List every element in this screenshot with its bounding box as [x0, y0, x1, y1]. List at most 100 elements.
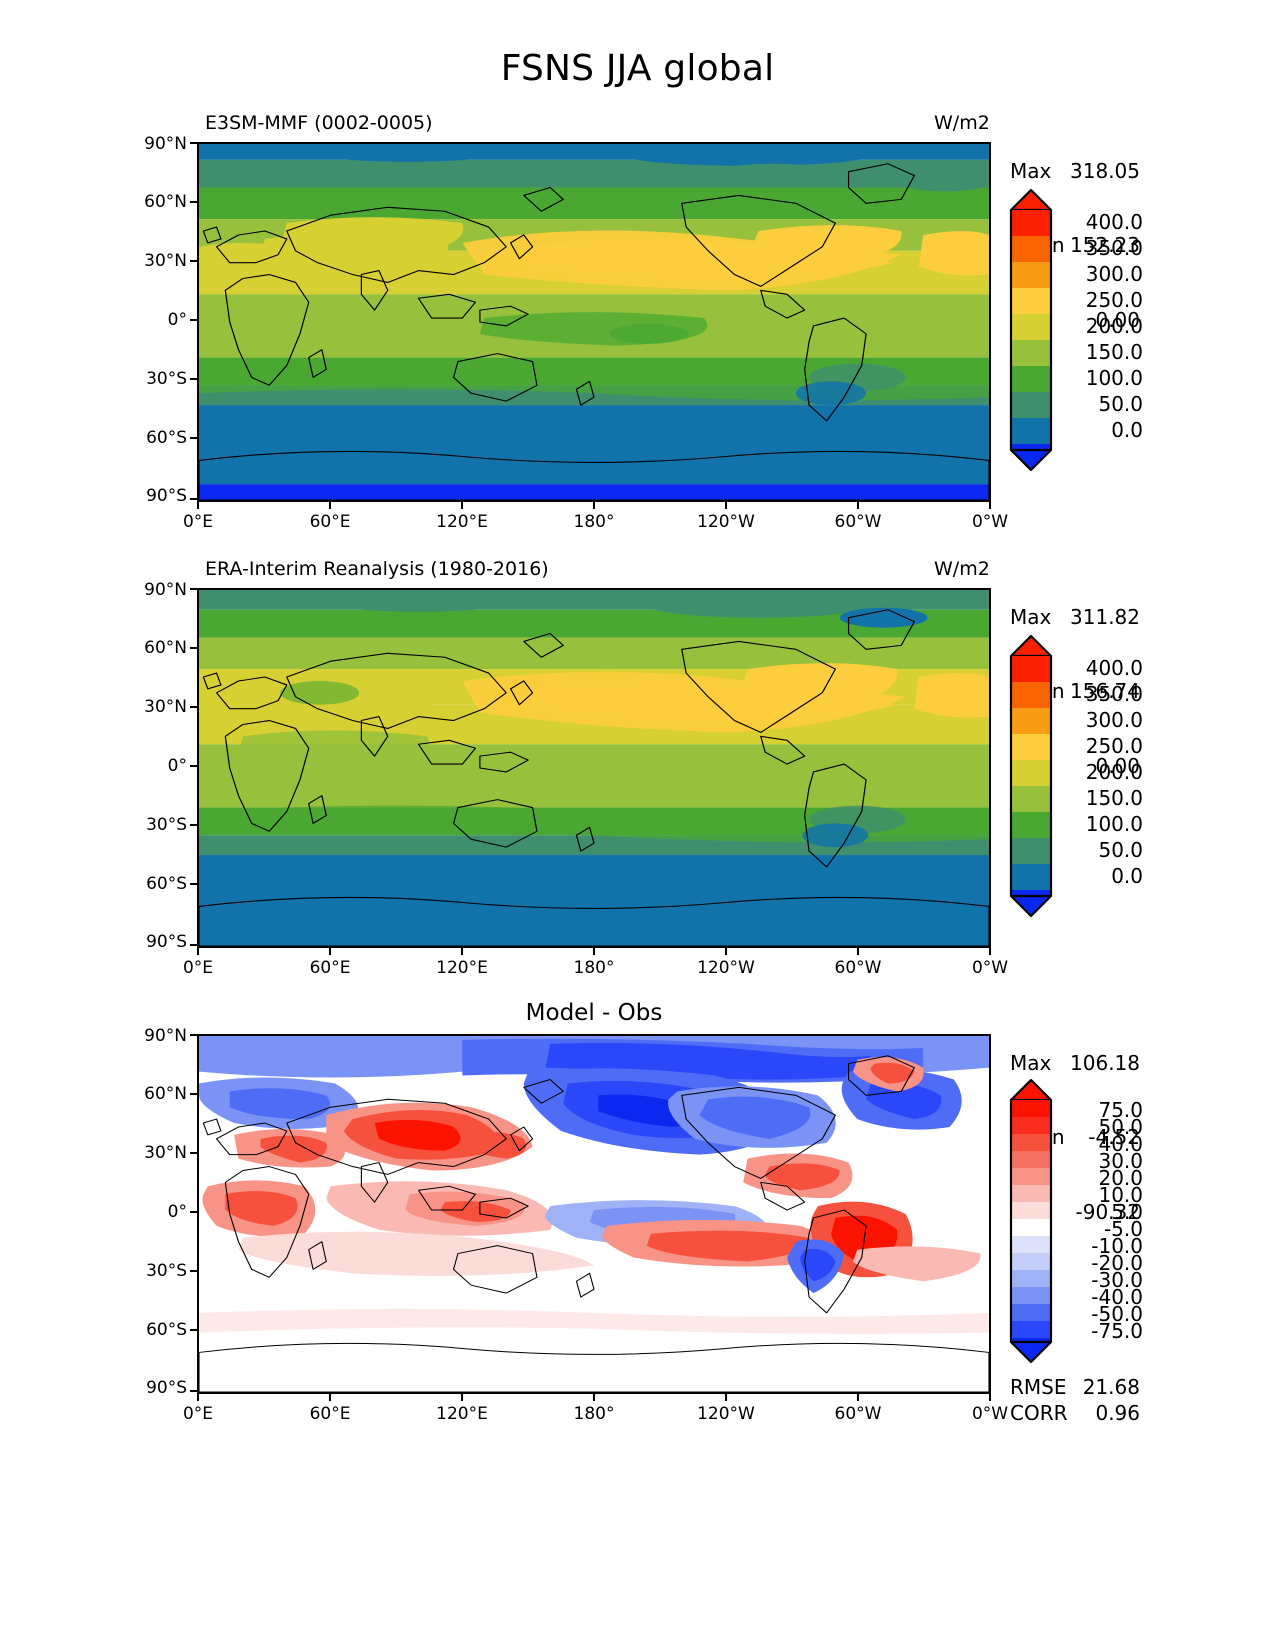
colorbar-tick: 400.0 [1085, 210, 1143, 234]
map-model-ytick: 60°N [144, 192, 187, 212]
colorbar-tick: 350.0 [1085, 236, 1143, 260]
stat-label: Max [1010, 159, 1052, 183]
colorbar-tick: 200.0 [1085, 314, 1143, 338]
colorbar-obs-labels: 400.0 350.0 300.0 250.0 200.0 150.0 100.… [1058, 634, 1143, 918]
map-obs-ytick: 0° [167, 756, 187, 776]
colorbar-tick: 400.0 [1085, 656, 1143, 680]
stat-value: -90.32 [1075, 1199, 1140, 1224]
map-model-ytick: 60°S [146, 428, 187, 448]
map-model-xtick: 120°E [436, 512, 488, 532]
map-obs-ytick: 30°N [144, 697, 187, 717]
figure-title: FSNS JJA global [500, 48, 775, 89]
colorbar-tick: 30.0 [1098, 1149, 1143, 1173]
map-diff-ytick: 30°N [144, 1143, 187, 1163]
colorbar-tick: 250.0 [1085, 734, 1143, 758]
colorbar-tick: 350.0 [1085, 682, 1143, 706]
map-obs[interactable] [197, 588, 991, 948]
colorbar-tick: -30.0 [1091, 1268, 1143, 1292]
map-model-xtick: 0°W [971, 512, 1009, 532]
map-diff-ytick: 0° [167, 1202, 187, 1222]
panel-diff-footer-stats: RMSE 21.68 CORR 0.96 [1010, 1374, 1140, 1427]
map-obs-xtick: 180° [573, 958, 615, 978]
map-model-xtick: 120°W [697, 512, 755, 532]
colorbar-tick: -5.0 [1103, 1217, 1143, 1241]
colorbar-tick: -50.0 [1091, 1302, 1143, 1326]
map-obs-ytick: 60°S [146, 874, 187, 894]
panel-model-units: W/m2 [934, 112, 990, 134]
stat-value: 21.68 [1082, 1375, 1140, 1399]
colorbar-obs[interactable] [1007, 634, 1055, 922]
map-model[interactable] [197, 142, 991, 502]
map-diff-xtick: 60°W [834, 1404, 882, 1424]
stat-value: -4.52 [1088, 1125, 1140, 1150]
stat-value: 106.18 [1070, 1051, 1140, 1075]
map-model-ytick: 90°N [144, 134, 187, 154]
map-diff-xtick: 0°W [971, 1404, 1009, 1424]
map-diff[interactable] [197, 1034, 991, 1394]
map-diff-xtick: 120°E [436, 1404, 488, 1424]
stat-value: 156.74 [1070, 679, 1140, 704]
colorbar-diff[interactable] [1007, 1078, 1055, 1368]
map-model-xtick: 60°E [309, 512, 351, 532]
map-diff-xtick: 60°E [309, 1404, 351, 1424]
colorbar-model-labels: 400.0 350.0 300.0 250.0 200.0 150.0 100.… [1058, 188, 1143, 472]
colorbar-diff-labels: 75.0 50.0 40.0 30.0 20.0 10.0 5.0 -5.0 -… [1058, 1078, 1143, 1364]
colorbar-tick: 250.0 [1085, 288, 1143, 312]
colorbar-tick: 5.0 [1111, 1200, 1143, 1224]
map-model-xtick: 180° [573, 512, 615, 532]
colorbar-tick: 40.0 [1098, 1132, 1143, 1156]
map-obs-xtick: 60°E [309, 958, 351, 978]
colorbar-tick: -20.0 [1091, 1251, 1143, 1275]
map-model-ytick: 30°S [146, 369, 187, 389]
colorbar-tick: 50.0 [1098, 838, 1143, 862]
map-obs-ytick: 90°N [144, 580, 187, 600]
panel-diff-title: Model - Obs [525, 1000, 663, 1026]
colorbar-tick: -75.0 [1091, 1319, 1143, 1343]
colorbar-tick: 10.0 [1098, 1183, 1143, 1207]
map-obs-ytick: 60°N [144, 638, 187, 658]
map-diff-ytick: 60°N [144, 1084, 187, 1104]
stat-value: 0.00 [1095, 753, 1140, 778]
stat-label: Max [1010, 1051, 1052, 1075]
colorbar-tick: 150.0 [1085, 786, 1143, 810]
stat-value: 0.96 [1095, 1401, 1140, 1426]
colorbar-tick: 0.0 [1111, 864, 1143, 888]
colorbar-tick: 150.0 [1085, 340, 1143, 364]
stat-value: 0.00 [1095, 307, 1140, 332]
colorbar-tick: 300.0 [1085, 262, 1143, 286]
colorbar-tick: 100.0 [1085, 366, 1143, 390]
map-obs-xtick: 0°E [182, 958, 214, 978]
map-diff-ytick: 90°N [144, 1026, 187, 1046]
map-diff-ytick: 90°S [146, 1378, 187, 1398]
map-diff-ytick: 60°S [146, 1320, 187, 1340]
map-model-xtick: 60°W [834, 512, 882, 532]
map-obs-ytick: 30°S [146, 815, 187, 835]
colorbar-tick: 50.0 [1098, 1115, 1143, 1139]
map-diff-xtick: 120°W [697, 1404, 755, 1424]
colorbar-tick: 50.0 [1098, 392, 1143, 416]
colorbar-tick: -40.0 [1091, 1285, 1143, 1309]
colorbar-tick: 20.0 [1098, 1166, 1143, 1190]
panel-obs-units: W/m2 [934, 558, 990, 580]
map-diff-ytick: 30°S [146, 1261, 187, 1281]
stat-value: 318.05 [1070, 159, 1140, 183]
map-diff-xtick: 180° [573, 1404, 615, 1424]
map-obs-xtick: 0°W [971, 958, 1009, 978]
map-obs-ytick: 90°S [146, 932, 187, 952]
stat-value: 152.23 [1070, 233, 1140, 258]
stat-label: RMSE [1010, 1375, 1067, 1399]
stat-label: CORR [1010, 1401, 1068, 1426]
map-diff-xtick: 0°E [182, 1404, 214, 1424]
panel-model-label: E3SM-MMF (0002-0005) [205, 112, 433, 134]
colorbar-model[interactable] [1007, 188, 1055, 476]
map-model-ytick: 90°S [146, 486, 187, 506]
map-model-ytick: 30°N [144, 251, 187, 271]
panel-obs-label: ERA-Interim Reanalysis (1980-2016) [205, 558, 549, 580]
map-model-ytick: 0° [167, 310, 187, 330]
colorbar-tick: 100.0 [1085, 812, 1143, 836]
colorbar-tick: 200.0 [1085, 760, 1143, 784]
stat-label: Max [1010, 605, 1052, 629]
map-obs-xtick: 60°W [834, 958, 882, 978]
map-obs-xtick: 120°E [436, 958, 488, 978]
